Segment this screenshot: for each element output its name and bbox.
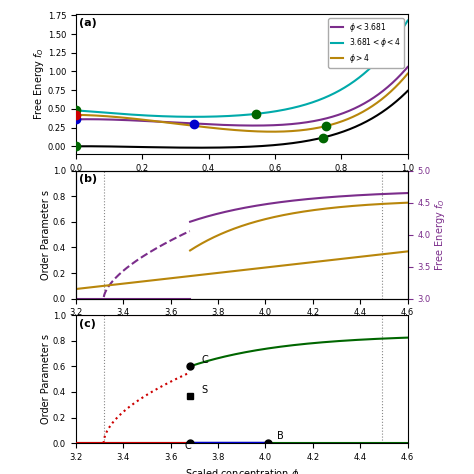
Text: S: S — [202, 384, 208, 394]
Y-axis label: Free Energy $f_O$: Free Energy $f_O$ — [433, 198, 447, 271]
X-axis label: Order Parameter s: Order Parameter s — [197, 178, 287, 188]
Y-axis label: Order Parameter s: Order Parameter s — [42, 190, 52, 280]
Text: C: C — [202, 355, 209, 365]
Text: C: C — [184, 441, 191, 451]
Y-axis label: Order Parameter s: Order Parameter s — [42, 334, 52, 424]
X-axis label: Scaled concentration $\phi$: Scaled concentration $\phi$ — [184, 467, 299, 474]
Text: (c): (c) — [79, 319, 96, 329]
Text: (b): (b) — [79, 174, 97, 184]
Text: (a): (a) — [79, 18, 97, 28]
Text: B: B — [277, 431, 284, 441]
Y-axis label: Free Energy $f_O$: Free Energy $f_O$ — [32, 48, 46, 120]
Legend: $\phi < 3.681$, $3.681 < \phi < 4$, $\phi > 4$: $\phi < 3.681$, $3.681 < \phi < 4$, $\ph… — [328, 18, 404, 68]
X-axis label: Scaled concentration $\phi$: Scaled concentration $\phi$ — [184, 323, 299, 337]
